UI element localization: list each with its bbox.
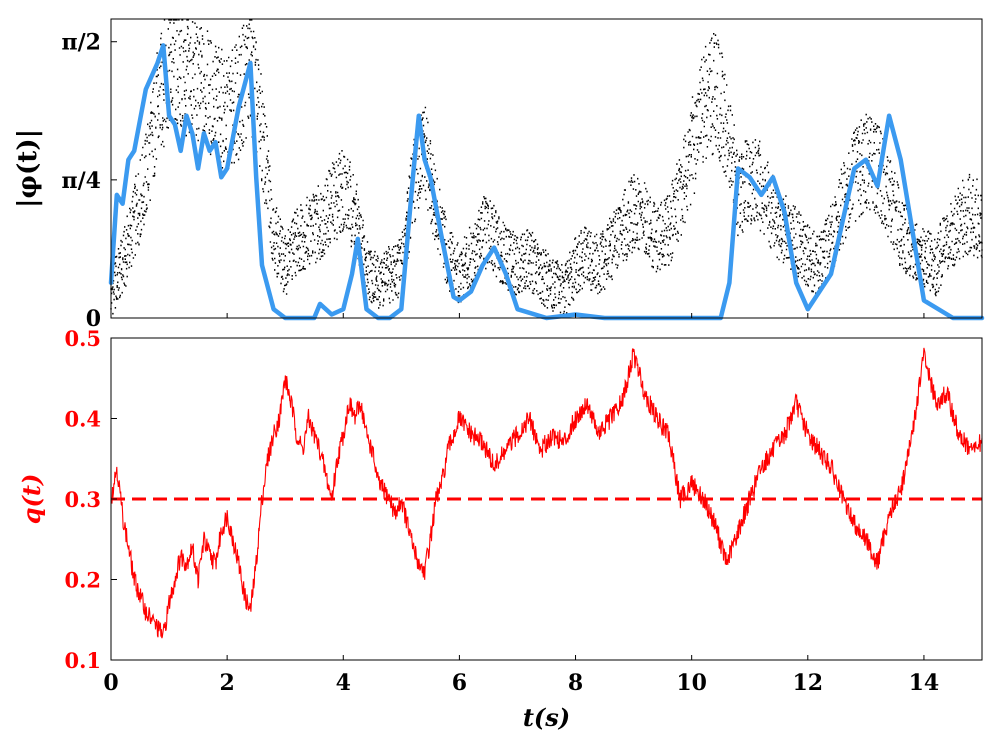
- phi-plot-frame: [110, 18, 983, 319]
- q-x-tick-label: 6: [452, 670, 467, 696]
- q-y-tick-label: 0.3: [64, 487, 101, 512]
- q-y-ticks: 0.1 0.2 0.3 0.4 0.5: [64, 326, 117, 673]
- q-trace-line: [110, 347, 983, 639]
- q-y-tick-label: 0.4: [64, 407, 101, 432]
- q-y-axis-label: q(t): [17, 474, 46, 525]
- phi-y-tick-label: π/4: [62, 168, 101, 194]
- q-panel: 0.1 0.2 0.3 0.4 0.5 0 2 4 6 8 10 12 14 q(t) t(s): [17, 326, 983, 732]
- q-x-tick-label: 2: [219, 670, 234, 696]
- phi-y-tick-label: π/2: [62, 30, 101, 56]
- q-x-tick-label: 0: [103, 670, 118, 696]
- q-y-tick-label: 0.5: [64, 326, 101, 351]
- q-y-tick-label: 0.2: [64, 568, 101, 593]
- time-x-axis-label: t(s): [523, 703, 570, 732]
- q-x-ticks: 0 2 4 6 8 10 12 14: [103, 655, 939, 696]
- q-x-tick-label: 12: [792, 670, 823, 696]
- phi-scatter-series: [110, 19, 983, 317]
- phi-series-layer: [108, 19, 985, 321]
- q-x-tick-label: 10: [676, 670, 707, 696]
- phi-scatter-points: [110, 19, 983, 317]
- phi-x-ticks: [110, 313, 925, 318]
- phi-y-axis-label: |φ(t)|: [13, 129, 43, 208]
- phi-y-ticks: 0 π/4 π/2: [62, 30, 117, 332]
- phi-y-tick-label: 0: [86, 306, 101, 332]
- q-series-layer: [110, 347, 983, 639]
- q-x-tick-label: 8: [568, 670, 583, 696]
- phi-smooth-line: [108, 43, 985, 321]
- phi-panel: 0 π/4 π/2 |φ(t)|: [13, 18, 985, 332]
- q-y-tick-label: 0.1: [64, 648, 101, 673]
- q-x-tick-label: 4: [336, 670, 351, 696]
- q-x-tick-label: 14: [909, 670, 940, 696]
